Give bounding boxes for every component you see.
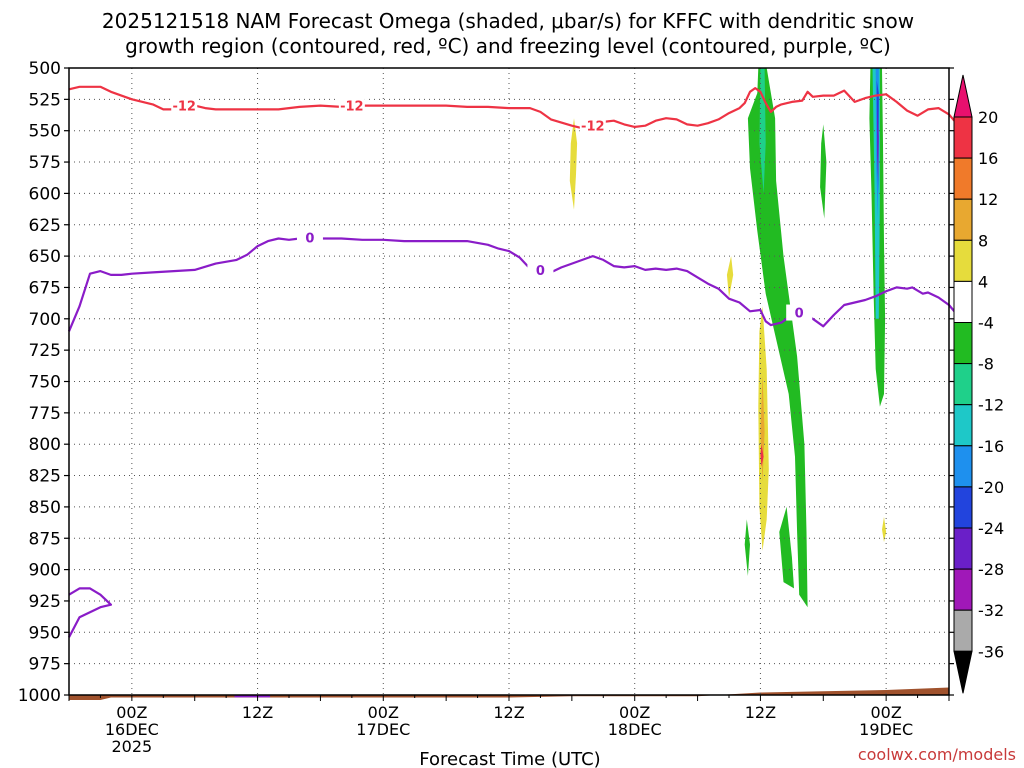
omega-region-0 — [569, 118, 578, 210]
contour-label-1-1: 0 — [536, 264, 545, 279]
colorbar: 20 16 12 8 4 -4 -8 -12 -16 -20 -24 -28 -32 -36 — [953, 74, 1004, 694]
y-tick-label-700: 700 — [29, 310, 61, 330]
x-axis-label: Forecast Time (UTC) — [419, 749, 600, 768]
contour-label-1-0: 0 — [305, 231, 314, 246]
colorbar-bin-8 — [953, 445, 973, 488]
colorbar-bin-6 — [953, 363, 973, 406]
omega-region-2 — [882, 516, 887, 542]
colorbar-top-arrow — [953, 74, 973, 118]
omega-region-6 — [747, 68, 808, 608]
contours: -12 -12 -12 0 0 0 — [67, 85, 957, 698]
y-tick-label-650: 650 — [29, 247, 61, 267]
x-tick-label-h12-0: 12Z — [242, 703, 273, 722]
contour-label-bg-0-1 — [338, 97, 365, 114]
y-tick-label-575: 575 — [29, 153, 61, 173]
chart-title-line2: growth region (contoured, red, ºC) and f… — [125, 34, 891, 58]
y-tick-label-825: 825 — [29, 467, 61, 487]
colorbar-bin-5 — [953, 322, 973, 365]
x-tick-label-h72-0: 00Z — [870, 703, 901, 722]
colorbar-label-11: -28 — [978, 560, 1004, 579]
colorbar-bin-0 — [953, 116, 973, 159]
contour-label-bg-1-1 — [527, 261, 554, 278]
contour-line-0 — [68, 85, 957, 130]
contour-label-bg-0-0 — [171, 97, 198, 114]
x-tick-label-h24-0: 00Z — [368, 703, 399, 722]
colorbar-bin-2 — [953, 198, 973, 241]
contour-label-0-0: -12 — [172, 100, 196, 115]
colorbar-label-7: -12 — [978, 396, 1004, 415]
y-tick-label-725: 725 — [29, 341, 61, 361]
omega-shading — [569, 68, 887, 608]
y-tick-label-950: 950 — [29, 623, 61, 643]
x-tick-label-h24-1: 17DEC — [356, 720, 410, 739]
y-tick-label-800: 800 — [29, 435, 61, 455]
x-tick-label-h0-2: 2025 — [111, 737, 152, 756]
x-tick-label-h36-0: 12Z — [493, 703, 524, 722]
y-tick-label-775: 775 — [29, 404, 61, 424]
contour-label-0-2: -12 — [581, 120, 605, 135]
colorbar-bin-3 — [953, 239, 973, 282]
contour-label-0-1: -12 — [340, 100, 364, 115]
x-tick-label-h48-0: 00Z — [619, 703, 650, 722]
credit-text: coolwx.com/models — [858, 745, 1016, 764]
pressure-axis: 500 525 550 575 600 625 650 675 700 725 750 775 800 8… — [18, 59, 954, 706]
contour-line-2 — [68, 587, 113, 638]
contour-label-bg-1-0 — [296, 229, 323, 246]
omega-region-15 — [877, 105, 879, 181]
y-tick-label-900: 900 — [29, 561, 61, 581]
y-tick-label-925: 925 — [29, 592, 61, 612]
colorbar-label-6: -8 — [978, 355, 994, 374]
y-tick-label-600: 600 — [29, 184, 61, 204]
y-tick-label-1000: 1000 — [18, 686, 61, 706]
colorbar-label-3: 8 — [978, 231, 988, 250]
x-tick-label-h60-0: 12Z — [745, 703, 776, 722]
colorbar-label-5: -4 — [978, 314, 994, 333]
y-tick-label-750: 750 — [29, 373, 61, 393]
colorbar-label-4: 4 — [978, 272, 988, 291]
omega-region-8 — [744, 519, 750, 576]
x-tick-label-h0-0: 00Z — [116, 703, 147, 722]
y-tick-label-625: 625 — [29, 216, 61, 236]
colorbar-label-10: -24 — [978, 519, 1004, 538]
colorbar-label-13: -36 — [978, 642, 1004, 661]
contour-label-1-2: 0 — [795, 307, 804, 322]
colorbar-label-9: -20 — [978, 478, 1004, 497]
y-tick-label-875: 875 — [29, 529, 61, 549]
omega-region-1 — [726, 256, 734, 298]
colorbar-bin-1 — [953, 157, 973, 200]
x-tick-label-h72-1: 19DEC — [859, 720, 913, 739]
contour-label-bg-1-2 — [786, 304, 813, 321]
colorbar-label-8: -16 — [978, 437, 1004, 456]
omega-region-7 — [779, 506, 794, 589]
y-tick-label-550: 550 — [29, 122, 61, 142]
colorbar-bottom-arrow — [953, 650, 973, 694]
colorbar-bin-9 — [953, 486, 973, 529]
colorbar-label-1: 16 — [978, 149, 998, 168]
x-tick-label-h48-1: 18DEC — [608, 720, 662, 739]
y-tick-label-850: 850 — [29, 498, 61, 518]
y-tick-label-525: 525 — [29, 90, 61, 110]
grid-lines — [69, 68, 949, 695]
contour-line-1 — [67, 236, 957, 332]
colorbar-bin-10 — [953, 527, 973, 570]
colorbar-bin-11 — [953, 568, 973, 611]
y-tick-label-675: 675 — [29, 278, 61, 298]
colorbar-bin-4 — [953, 280, 973, 323]
chart-title-line1: 2025121518 NAM Forecast Omega (shaded, μ… — [102, 9, 914, 33]
colorbar-bin-12 — [953, 609, 973, 652]
colorbar-label-12: -32 — [978, 601, 1004, 620]
colorbar-bin-7 — [953, 404, 973, 447]
colorbar-label-0: 20 — [978, 108, 998, 127]
x-tick-label-h0-1: 16DEC — [105, 720, 159, 739]
contour-label-bg-0-2 — [579, 117, 606, 134]
colorbar-label-2: 12 — [978, 190, 998, 209]
omega-region-5 — [760, 444, 764, 467]
omega-region-9 — [820, 124, 827, 219]
y-tick-label-500: 500 — [29, 59, 61, 79]
y-tick-label-975: 975 — [29, 655, 61, 675]
